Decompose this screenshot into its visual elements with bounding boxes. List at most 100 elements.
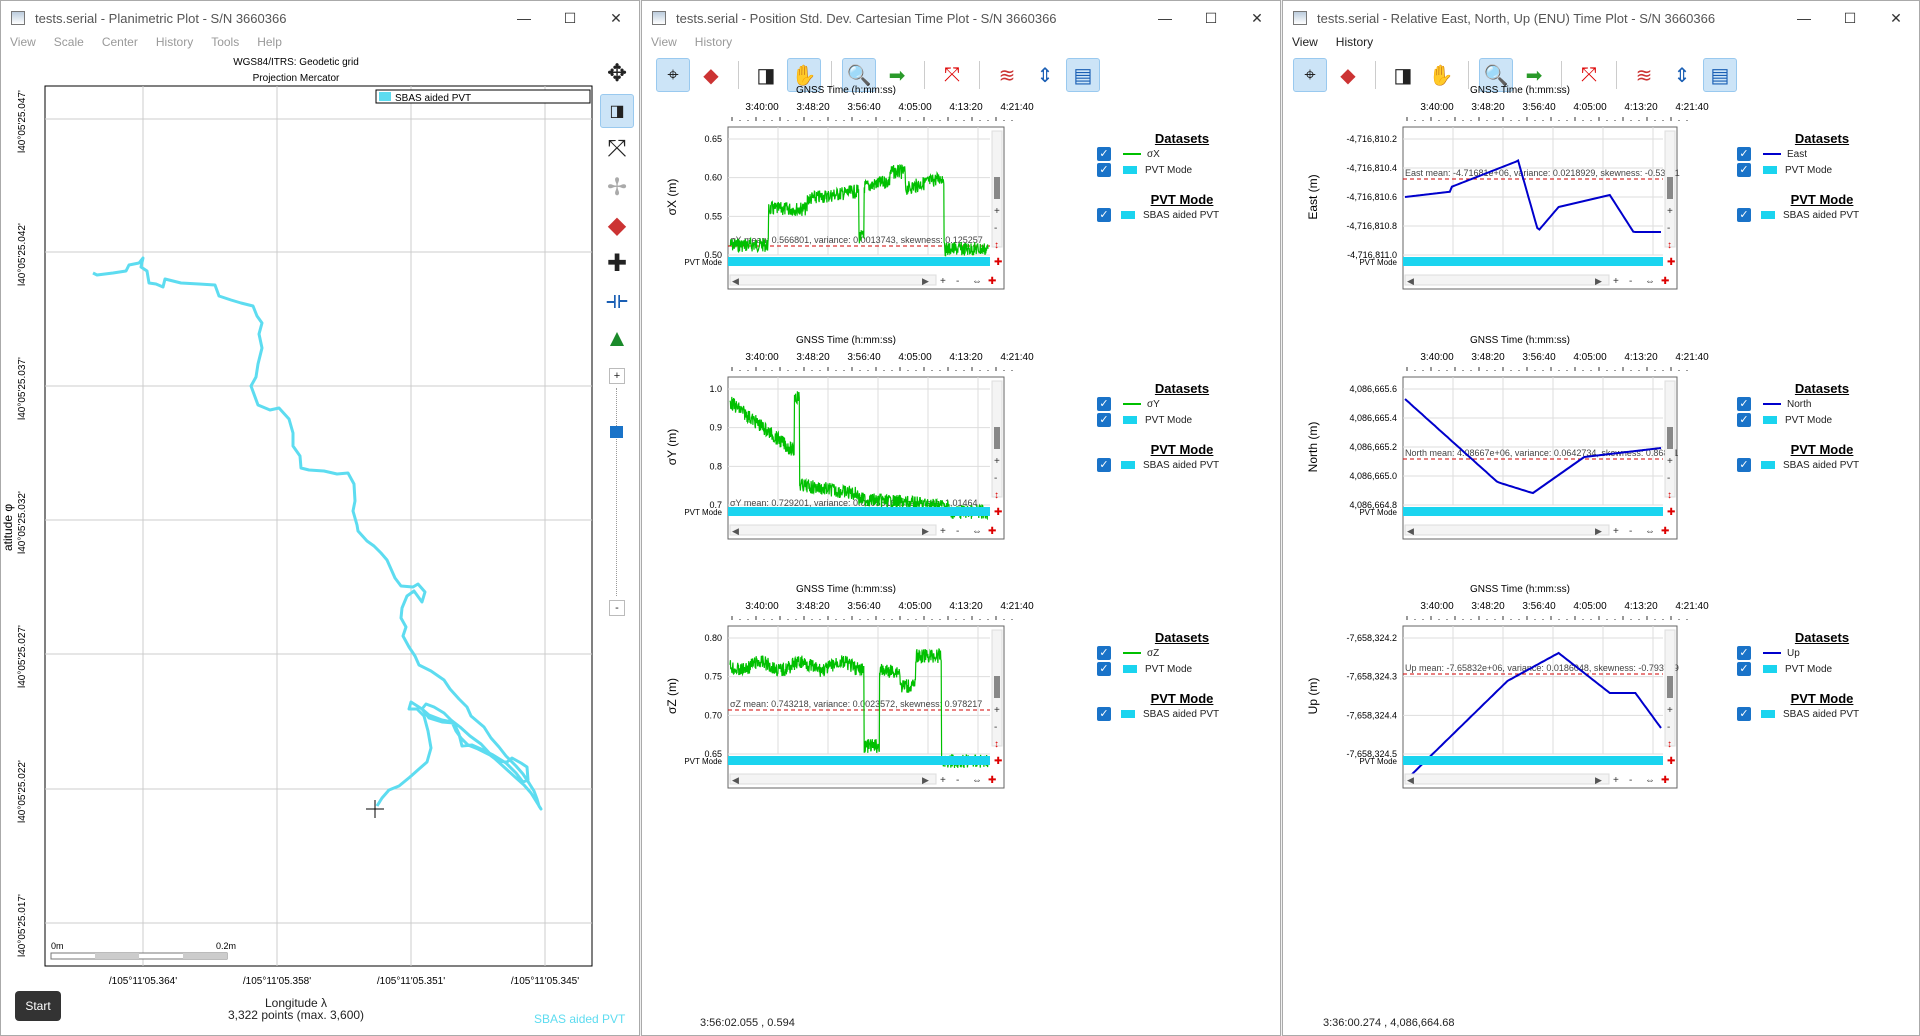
maximize-icon[interactable]: ☐	[1204, 9, 1218, 26]
legend-row-series[interactable]: ✓ East	[1737, 146, 1887, 162]
h-reset-icon[interactable]: ✚	[988, 526, 996, 537]
enu-plots[interactable]: GNSS Time (h:mm:ss) 3:40:00 3:48:20 3:56:40…	[1283, 1, 1920, 1036]
checkbox-checked-icon[interactable]: ✓	[1737, 646, 1751, 660]
zoom-thumb[interactable]	[610, 426, 623, 438]
h-zoom-in-icon[interactable]: +	[940, 276, 946, 287]
checkbox-checked-icon[interactable]: ✓	[1097, 147, 1111, 161]
legend-row-series[interactable]: ✓ Up	[1737, 645, 1887, 661]
maximize-icon[interactable]: ☐	[1843, 9, 1857, 26]
v-zoom-in-icon[interactable]: +	[1667, 456, 1673, 467]
legend-row-series[interactable]: ✓ σY	[1097, 396, 1247, 412]
start-button[interactable]: Start	[15, 991, 61, 1021]
fit-icon[interactable]: ⤧	[944, 63, 960, 86]
close-icon[interactable]: ✕	[1890, 9, 1902, 26]
v-zoom-out-icon[interactable]: -	[994, 722, 997, 733]
hand-icon[interactable]: ✋	[787, 58, 821, 92]
legend-row-pvt[interactable]: ✓ PVT Mode	[1097, 162, 1247, 178]
v-fit-icon[interactable]: ↕	[1667, 490, 1672, 501]
select-icon[interactable]: ◨	[600, 94, 634, 128]
h-reset-icon[interactable]: ✚	[1661, 526, 1669, 537]
v-zoom-in-icon[interactable]: +	[994, 456, 1000, 467]
v-reset-icon[interactable]: ✚	[1667, 507, 1675, 518]
checkbox-checked-icon[interactable]: ✓	[1097, 208, 1111, 222]
h-fit-icon[interactable]: ⇔	[1645, 526, 1655, 537]
legend-row-pvt[interactable]: ✓ PVT Mode	[1737, 162, 1887, 178]
zoom-icon[interactable]: 🔍	[842, 58, 876, 92]
v-zoom-in-icon[interactable]: +	[1667, 705, 1673, 716]
zoom-out-button[interactable]: -	[609, 600, 625, 616]
minimize-icon[interactable]: —	[1158, 10, 1172, 26]
stddev-plots[interactable]: GNSS Time (h:mm:ss) 3:40:00 3:48:20 3:56:40…	[642, 1, 1281, 1036]
v-zoom-out-icon[interactable]: -	[1667, 223, 1670, 234]
legend-row-series[interactable]: ✓ North	[1737, 396, 1887, 412]
title-bar[interactable]: tests.serial - Relative East, North, Up …	[1283, 1, 1919, 35]
menu-help[interactable]: Help	[257, 35, 282, 49]
v-zoom-out-icon[interactable]: -	[1667, 722, 1670, 733]
h-zoom-out-icon[interactable]: -	[956, 775, 959, 786]
v-zoom-out-icon[interactable]: -	[994, 473, 997, 484]
crosshair-icon[interactable]: ✚	[606, 249, 628, 277]
v-zoom-out-icon[interactable]: -	[994, 223, 997, 234]
h-reset-icon[interactable]: ✚	[988, 775, 996, 786]
checkbox-checked-icon[interactable]: ✓	[1097, 707, 1111, 721]
band-icon[interactable]: ≋	[1635, 64, 1653, 87]
checkbox-checked-icon[interactable]: ✓	[1097, 662, 1111, 676]
v-fit-icon[interactable]: ↕	[1667, 739, 1672, 750]
v-fit-icon[interactable]: ↕	[1667, 240, 1672, 251]
checkbox-checked-icon[interactable]: ✓	[1737, 208, 1751, 222]
h-fit-icon[interactable]: ⇔	[972, 526, 982, 537]
menu-center[interactable]: Center	[101, 35, 138, 49]
checkbox-checked-icon[interactable]: ✓	[1097, 458, 1111, 472]
h-zoom-in-icon[interactable]: +	[940, 526, 946, 537]
v-fit-icon[interactable]: ↕	[994, 739, 999, 750]
legend-row-mode[interactable]: ✓ SBAS aided PVT	[1737, 706, 1887, 722]
h-zoom-in-icon[interactable]: +	[1613, 276, 1619, 287]
legend-row-pvt[interactable]: ✓ PVT Mode	[1737, 661, 1887, 677]
h-reset-icon[interactable]: ✚	[1661, 276, 1669, 287]
checkbox-checked-icon[interactable]: ✓	[1097, 397, 1111, 411]
pointer-icon[interactable]: ⌖	[656, 58, 690, 92]
select-icon[interactable]: ◨	[1393, 64, 1413, 87]
menu-history[interactable]: History	[694, 35, 733, 49]
h-zoom-in-icon[interactable]: +	[1613, 775, 1619, 786]
axis-icon[interactable]: ⇕	[1036, 64, 1054, 87]
h-zoom-out-icon[interactable]: -	[1629, 526, 1632, 537]
checkbox-checked-icon[interactable]: ✓	[1737, 163, 1751, 177]
h-fit-icon[interactable]: ⇔	[1645, 276, 1655, 287]
legend-row-mode[interactable]: ✓ SBAS aided PVT	[1097, 207, 1247, 223]
move-icon[interactable]: ✥	[606, 59, 628, 87]
checkbox-checked-icon[interactable]: ✓	[1737, 458, 1751, 472]
title-bar[interactable]: tests.serial - Position Std. Dev. Cartes…	[642, 1, 1280, 35]
v-reset-icon[interactable]: ✚	[1667, 756, 1675, 767]
v-zoom-in-icon[interactable]: +	[994, 206, 1000, 217]
h-fit-icon[interactable]: ⇔	[1645, 775, 1655, 786]
h-zoom-out-icon[interactable]: -	[1629, 775, 1632, 786]
minimize-icon[interactable]: —	[517, 10, 531, 26]
hand-icon[interactable]: ✋	[1428, 64, 1454, 87]
h-zoom-out-icon[interactable]: -	[956, 526, 959, 537]
checkbox-checked-icon[interactable]: ✓	[1737, 707, 1751, 721]
legend-row-pvt[interactable]: ✓ PVT Mode	[1097, 661, 1247, 677]
arrow-icon[interactable]: ➡	[888, 64, 906, 87]
h-zoom-in-icon[interactable]: +	[940, 775, 946, 786]
v-zoom-out-icon[interactable]: -	[1667, 473, 1670, 484]
h-reset-icon[interactable]: ✚	[988, 276, 996, 287]
checkbox-checked-icon[interactable]: ✓	[1737, 397, 1751, 411]
menu-view[interactable]: View	[10, 35, 36, 49]
close-icon[interactable]: ✕	[1251, 9, 1263, 26]
legend-row-series[interactable]: ✓ σZ	[1097, 645, 1247, 661]
h-zoom-out-icon[interactable]: -	[956, 276, 959, 287]
checkbox-checked-icon[interactable]: ✓	[1097, 413, 1111, 427]
v-zoom-in-icon[interactable]: +	[1667, 206, 1673, 217]
v-zoom-in-icon[interactable]: +	[994, 705, 1000, 716]
band-icon[interactable]: ≋	[998, 64, 1016, 87]
v-reset-icon[interactable]: ✚	[994, 756, 1002, 767]
v-reset-icon[interactable]: ✚	[994, 507, 1002, 518]
menu-view[interactable]: View	[651, 35, 677, 49]
h-fit-icon[interactable]: ⇔	[972, 775, 982, 786]
axis-icon[interactable]: ⟛	[606, 287, 628, 314]
eraser-icon[interactable]: ◆	[607, 211, 627, 239]
legend-row-mode[interactable]: ✓ SBAS aided PVT	[1737, 207, 1887, 223]
checkbox-checked-icon[interactable]: ✓	[1737, 413, 1751, 427]
checkbox-checked-icon[interactable]: ✓	[1097, 646, 1111, 660]
